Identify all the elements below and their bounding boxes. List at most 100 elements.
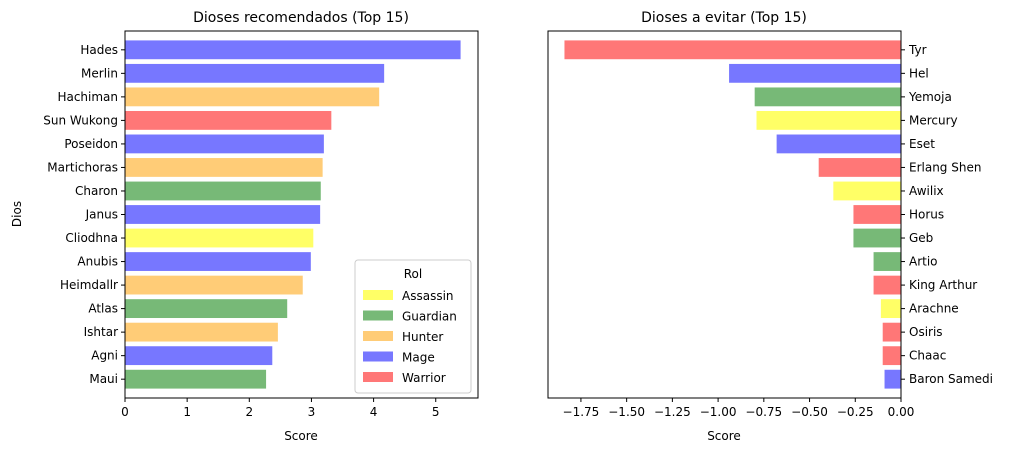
y-tick-label: Yemoja — [908, 90, 952, 104]
bar-hades — [125, 40, 461, 60]
bar-charon — [125, 181, 321, 201]
x-tick-label: −0.50 — [791, 405, 828, 419]
legend-label-hunter: Hunter — [402, 330, 443, 344]
legend-label-warrior: Warrior — [402, 371, 446, 385]
x-tick-label: 5 — [432, 405, 440, 419]
legend-swatch-assassin — [363, 290, 393, 300]
legend-label-guardian: Guardian — [402, 310, 457, 324]
y-tick-label: Mercury — [909, 113, 958, 127]
y-tick-label: Eset — [909, 137, 935, 151]
x-axis-label: Score — [284, 429, 318, 443]
y-tick-label: Sun Wukong — [43, 113, 118, 127]
x-axis-label: Score — [707, 429, 741, 443]
x-tick-label: −1.75 — [563, 405, 600, 419]
legend-swatch-hunter — [363, 331, 393, 341]
bar-hel — [729, 63, 901, 83]
y-tick-label: Charon — [75, 184, 118, 198]
x-tick-label: 3 — [308, 405, 316, 419]
x-tick-label: −0.75 — [745, 405, 782, 419]
bar-maui — [125, 369, 267, 389]
y-tick-label: Janus — [85, 208, 118, 222]
x-axis-ticks: −1.75 −1.50 −1.25 −1.00 −0.75 −0.50 −0.25 0.00 — [563, 398, 915, 419]
x-tick-label: 1 — [183, 405, 191, 419]
y-tick-label: Erlang Shen — [909, 160, 981, 174]
bar-atlas — [125, 299, 288, 319]
bar-sun-wukong — [125, 110, 332, 130]
plot-frame — [124, 30, 479, 399]
y-tick-label: Merlin — [81, 66, 118, 80]
chart-title: Dioses recomendados (Top 15) — [193, 10, 409, 26]
y-tick-label: Arachne — [909, 302, 959, 316]
x-tick-label: −1.25 — [654, 405, 691, 419]
bar-geb — [853, 228, 901, 248]
y-tick-label: Ishtar — [84, 325, 118, 339]
legend-title: Rol — [404, 267, 422, 281]
legend: Rol Assassin Guardian Hunter Mage Warrior — [354, 259, 472, 394]
bar-cliodhna — [125, 228, 314, 248]
x-tick-label: −0.25 — [837, 405, 874, 419]
y-tick-label: Artio — [909, 255, 938, 269]
y-tick-label: Anubis — [77, 255, 118, 269]
bar-artio — [873, 252, 901, 271]
bar-heimdallr — [125, 275, 303, 295]
y-tick-label: Awilix — [909, 184, 944, 198]
y-axis-ticks: Tyr Hel Yemoja Mercury Eset Erlang Shen Awilix… — [901, 43, 993, 386]
x-tick-label: 0 — [121, 405, 129, 419]
x-tick-label: 0.00 — [888, 405, 915, 419]
legend-label-mage: Mage — [402, 351, 435, 365]
bar-osiris — [882, 322, 901, 342]
bar-agni — [125, 346, 273, 366]
y-tick-label: Hades — [80, 43, 118, 57]
y-axis-ticks: Hades Merlin Hachiman Sun Wukong Poseidon Mar… — [43, 43, 125, 386]
bar-baron-samedi — [884, 369, 901, 389]
y-tick-label: King Arthur — [909, 278, 977, 292]
y-tick-label: Osiris — [909, 325, 943, 339]
y-tick-label: Cliodhna — [65, 231, 118, 245]
y-tick-label: Martichoras — [47, 160, 118, 174]
y-tick-label: Horus — [909, 208, 944, 222]
y-tick-label: Baron Samedi — [909, 372, 993, 386]
legend-label-assassin: Assassin — [402, 289, 454, 303]
bar-tyr — [564, 40, 901, 60]
y-tick-label: Tyr — [908, 43, 927, 57]
bar-yemoja — [754, 87, 901, 107]
legend-swatch-warrior — [363, 372, 393, 382]
legend-swatch-guardian — [363, 310, 393, 321]
bar-janus — [125, 205, 321, 224]
legend-swatch-mage — [363, 351, 393, 362]
y-tick-label: Atlas — [88, 302, 118, 316]
y-tick-label: Hel — [909, 66, 929, 80]
y-tick-label: Heimdallr — [60, 278, 118, 292]
y-tick-label: Agni — [91, 349, 118, 363]
bar-horus — [853, 205, 901, 224]
bar-arachne — [880, 299, 901, 319]
chart-title: Dioses a evitar (Top 15) — [641, 10, 807, 26]
x-tick-label: 2 — [245, 405, 253, 419]
bar-awilix — [833, 181, 901, 201]
bar-martichoras — [125, 158, 323, 177]
plot-frame — [547, 30, 902, 399]
y-tick-label: Hachiman — [57, 90, 118, 104]
bar-mercury — [756, 110, 901, 130]
chart-recommended-gods: Dioses recomendados (Top 15) 0 1 2 3 4 5 Hade… — [10, 10, 479, 443]
x-axis-ticks: 0 1 2 3 4 5 — [121, 398, 440, 419]
bar-chaac — [882, 346, 901, 366]
bar-poseidon — [125, 134, 324, 154]
y-axis-label: Dios — [10, 201, 24, 227]
bar-hachiman — [125, 87, 380, 107]
bar-erlang-shen — [818, 158, 901, 177]
x-tick-label: −1.00 — [700, 405, 737, 419]
y-tick-label: Poseidon — [64, 137, 118, 151]
y-tick-label: Maui — [89, 372, 118, 386]
x-tick-label: −1.50 — [608, 405, 645, 419]
bar-eset — [776, 134, 901, 154]
bar-king-arthur — [873, 275, 901, 295]
bar-merlin — [125, 63, 385, 83]
y-tick-label: Geb — [909, 231, 933, 245]
legend-entries: Assassin Guardian Hunter Mage Warrior — [363, 289, 457, 385]
bar-ishtar — [125, 322, 278, 342]
bars — [564, 40, 901, 389]
bars — [125, 40, 461, 389]
chart-gods-to-avoid: Dioses a evitar (Top 15) −1.75 −1.50 −1.25… — [547, 10, 993, 443]
